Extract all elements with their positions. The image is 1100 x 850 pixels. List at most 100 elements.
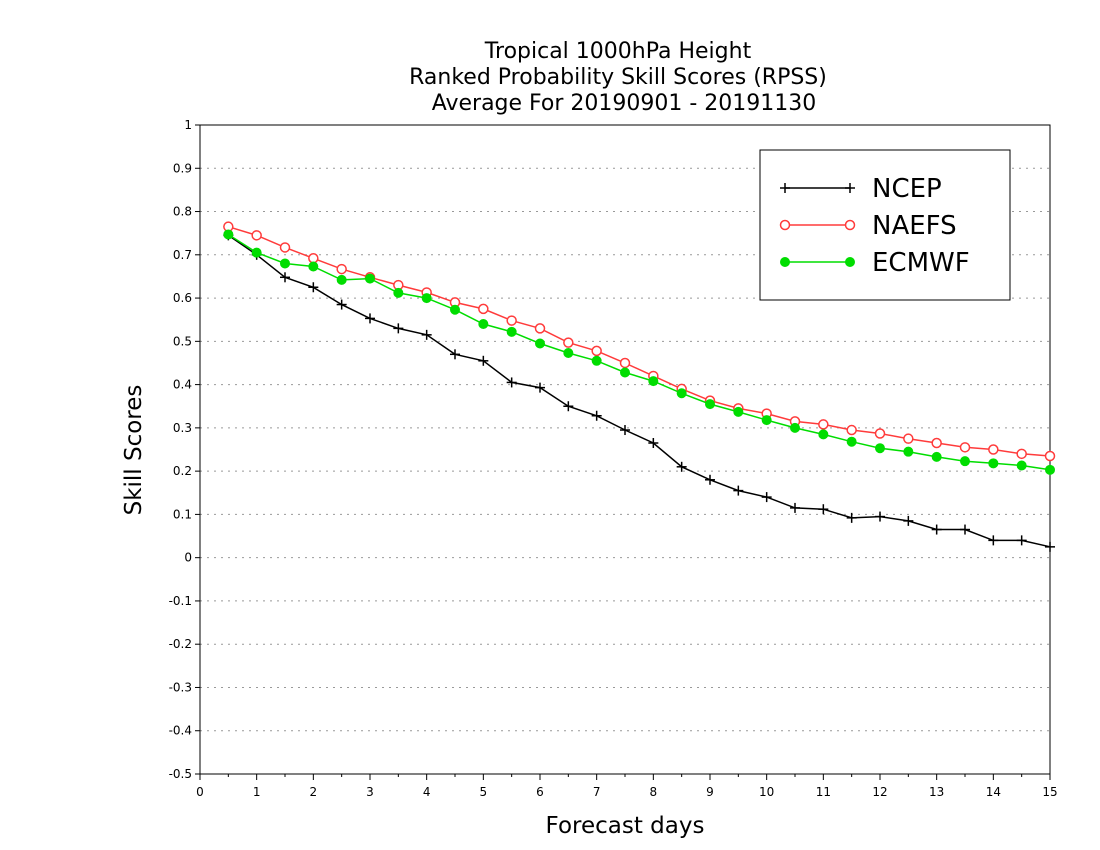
data-point (988, 444, 999, 455)
data-point (308, 282, 319, 293)
data-point (844, 219, 856, 231)
title-line-3: Average For 20190901 - 20191130 (432, 91, 817, 116)
y-tick-label: 0 (184, 551, 192, 565)
data-point (223, 229, 234, 240)
x-tick-label: 12 (872, 785, 887, 799)
x-tick-label: 10 (759, 785, 774, 799)
data-point (648, 376, 659, 387)
x-tick-label: 1 (253, 785, 261, 799)
data-point (619, 357, 631, 369)
title-line-2: Ranked Probability Skill Scores (RPSS) (409, 65, 827, 90)
data-point (960, 456, 970, 467)
x-tick-label: 7 (593, 785, 601, 799)
data-point (535, 382, 545, 393)
data-point (1044, 450, 1056, 462)
data-point (534, 323, 546, 334)
x-tick-label: 8 (650, 785, 658, 799)
data-point (676, 461, 687, 472)
data-point (705, 474, 715, 485)
data-point (620, 367, 630, 378)
data-point (279, 242, 291, 253)
y-tick-label: -0.3 (169, 680, 192, 694)
data-point (591, 345, 602, 357)
data-point (478, 319, 489, 330)
legend-entry-ncep: NCEP (780, 174, 942, 204)
data-point (818, 504, 829, 515)
legend: NCEP NAEFS ECMWF (759, 149, 1011, 301)
y-axis-title: Skill Scores (121, 385, 147, 516)
series-line-ncep (227, 234, 1051, 548)
data-point (620, 425, 630, 436)
y-tick-label: -0.2 (169, 637, 192, 651)
data-point (563, 401, 574, 412)
data-point (365, 273, 375, 284)
y-axis: 1 0.9 0.8 0.7 0.6 0.5 0.4 0.3 0.2 0.1 0 -0.1 -0.2 -0.… (169, 118, 200, 781)
legend-label: NAEFS (872, 211, 957, 241)
legend-label: NCEP (872, 174, 942, 204)
data-point (845, 257, 855, 267)
data-point (535, 338, 545, 349)
data-point (506, 326, 517, 337)
data-point (705, 399, 715, 410)
data-point (780, 183, 790, 193)
series-ecmwf (223, 229, 1055, 475)
data-point (988, 458, 999, 469)
data-point (421, 293, 432, 304)
x-tick-label: 2 (310, 785, 318, 799)
data-point (779, 219, 791, 231)
data-point (931, 451, 942, 462)
data-point (903, 433, 914, 444)
data-point (421, 329, 432, 340)
x-tick-label: 4 (423, 785, 431, 799)
data-point (931, 524, 942, 535)
data-point (648, 438, 659, 449)
data-point (336, 274, 347, 285)
data-point (846, 436, 857, 447)
data-point (1045, 541, 1055, 552)
data-point (563, 337, 574, 348)
legend-entry-naefs: NAEFS (779, 211, 957, 241)
title-line-1: Tropical 1000hPa Height (484, 39, 752, 64)
y-tick-label: -0.5 (169, 767, 192, 781)
data-point (960, 524, 970, 535)
data-point (591, 410, 602, 421)
data-point (846, 512, 857, 523)
data-point (478, 303, 489, 315)
data-point (251, 247, 262, 258)
y-tick-label: 0.8 (173, 205, 192, 219)
y-tick-label: 0.4 (173, 378, 192, 392)
data-point (931, 437, 942, 449)
data-point (790, 422, 800, 433)
data-point (790, 502, 800, 513)
data-point (280, 258, 290, 269)
x-tick-label: 3 (366, 785, 374, 799)
x-tick-label: 11 (816, 785, 831, 799)
data-point (846, 424, 857, 436)
data-point (733, 406, 744, 417)
data-point (1045, 464, 1055, 475)
data-point (1016, 535, 1027, 546)
data-point (761, 415, 772, 426)
data-point (450, 349, 460, 360)
data-point (845, 183, 855, 193)
data-point (1016, 460, 1027, 471)
data-point (875, 443, 885, 454)
x-axis-title: Forecast days (546, 813, 705, 839)
data-point (903, 515, 914, 526)
y-tick-label: 0.9 (173, 161, 192, 175)
y-tick-label: 0.6 (173, 291, 192, 305)
data-point (563, 348, 574, 359)
y-tick-label: -0.4 (169, 724, 192, 738)
y-tick-label: 0.2 (173, 464, 192, 478)
data-point (959, 442, 971, 453)
x-axis: 0 1 2 3 4 5 6 7 8 9 10 11 12 13 14 15 (196, 774, 1058, 799)
data-point (336, 263, 347, 275)
data-point (591, 355, 602, 366)
data-point (365, 313, 375, 324)
data-point (676, 388, 687, 399)
data-point (1016, 448, 1027, 460)
data-point (308, 261, 319, 272)
y-tick-label: 0.7 (173, 248, 192, 262)
legend-label: ECMWF (872, 248, 970, 278)
